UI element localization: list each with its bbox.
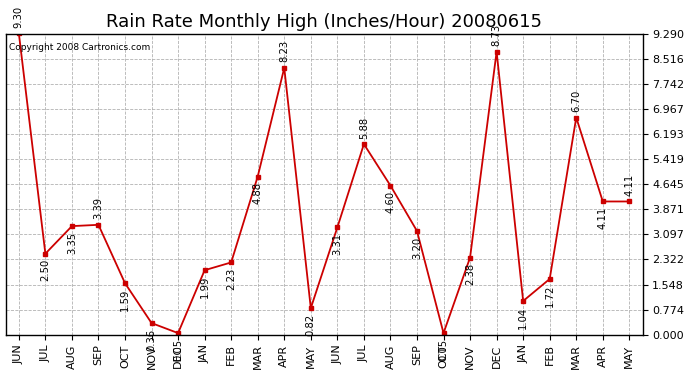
Text: 3.35: 3.35 (67, 232, 77, 254)
Text: 0.82: 0.82 (306, 314, 316, 336)
Text: 4.88: 4.88 (253, 182, 263, 204)
Text: 3.39: 3.39 (93, 197, 104, 219)
Text: 3.31: 3.31 (333, 233, 342, 255)
Text: 8.73: 8.73 (491, 24, 502, 46)
Text: 2.50: 2.50 (41, 259, 50, 282)
Text: 1.72: 1.72 (544, 285, 555, 307)
Text: 2.23: 2.23 (226, 268, 236, 290)
Text: 5.88: 5.88 (359, 116, 369, 138)
Text: 2.38: 2.38 (465, 263, 475, 285)
Text: 8.23: 8.23 (279, 40, 289, 62)
Text: 0.05: 0.05 (439, 339, 449, 361)
Title: Rain Rate Monthly High (Inches/Hour) 20080615: Rain Rate Monthly High (Inches/Hour) 200… (106, 13, 542, 31)
Text: 9.30: 9.30 (14, 6, 24, 28)
Text: Copyright 2008 Cartronics.com: Copyright 2008 Cartronics.com (9, 43, 150, 52)
Text: 0.36: 0.36 (146, 328, 157, 351)
Text: 3.20: 3.20 (412, 237, 422, 259)
Text: 1.99: 1.99 (199, 276, 210, 298)
Text: 0.05: 0.05 (173, 339, 183, 361)
Text: 1.59: 1.59 (120, 289, 130, 311)
Text: 1.04: 1.04 (518, 306, 528, 328)
Text: 4.11: 4.11 (624, 174, 634, 196)
Text: 4.60: 4.60 (386, 191, 395, 213)
Text: 4.11: 4.11 (598, 207, 608, 229)
Text: 6.70: 6.70 (571, 90, 581, 112)
